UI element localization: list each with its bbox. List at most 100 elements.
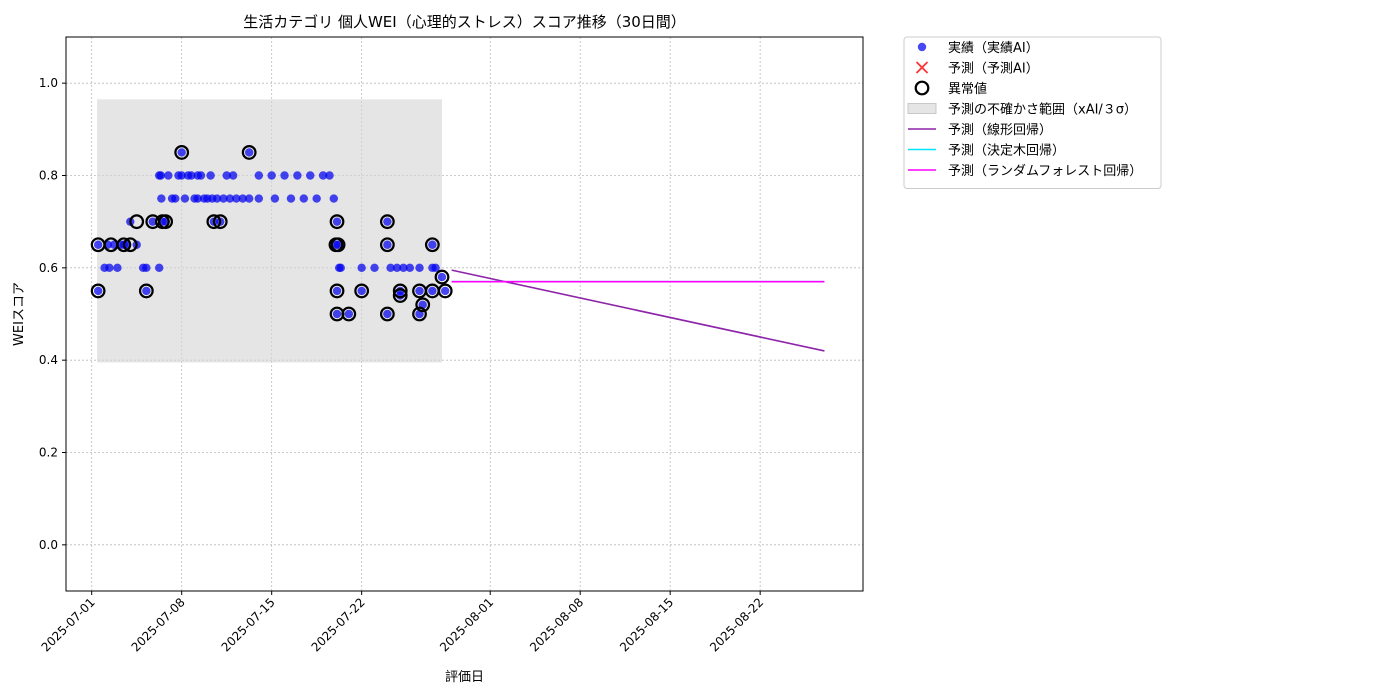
actual-point (437, 272, 447, 282)
legend-label: 予測（予測AI） (948, 62, 1039, 77)
forecast-lines (451, 269, 825, 352)
anomaly-marker (437, 283, 453, 299)
anomaly-marker (379, 214, 395, 230)
actual-point (222, 171, 231, 180)
actual-point (415, 263, 424, 273)
actual-point (392, 263, 402, 273)
actual-point (148, 217, 157, 226)
actual-point (325, 171, 334, 180)
actual-point (415, 286, 424, 296)
anomaly-marker (158, 214, 174, 230)
legend-swatch-actual (917, 42, 927, 52)
actual-point (193, 194, 202, 203)
anomaly-marker (138, 283, 154, 299)
actual-point (428, 240, 437, 249)
x-tick-label: 2025-08-08 (527, 595, 586, 654)
actual-point (177, 148, 186, 157)
x-tick-label: 2025-07-08 (129, 595, 188, 654)
x-tick-label: 2025-07-01 (39, 595, 98, 654)
anomaly-marker (329, 283, 345, 299)
anomaly-marker (174, 145, 190, 160)
anomaly-marker (241, 145, 257, 160)
actual-point (332, 217, 342, 226)
y-tick-label: 0.6 (39, 261, 58, 275)
anomaly-marker (116, 237, 132, 253)
actual-point (332, 286, 342, 296)
anomaly-marker (392, 288, 408, 303)
actual-point (244, 194, 254, 203)
x-tick-label: 2025-07-22 (309, 595, 368, 654)
legend-label: 予測（線形回帰） (948, 122, 1052, 138)
actual-point (156, 171, 166, 180)
actual-point (232, 194, 241, 203)
y-tick-label: 0.4 (39, 353, 58, 367)
actual-point (329, 194, 339, 203)
actual-point (318, 171, 328, 180)
actual-point (306, 171, 315, 180)
actual-point (357, 263, 366, 273)
legend-label: 異常値 (948, 81, 987, 97)
actual-point (431, 263, 440, 273)
actual-point (228, 171, 238, 180)
actual-point (164, 171, 173, 180)
actual-point (332, 309, 342, 319)
actual-point (238, 194, 247, 203)
x-tick-label: 2025-08-15 (617, 595, 676, 654)
x-axis-label: 評価日 (445, 670, 484, 685)
actual-point (357, 286, 366, 296)
anomaly-marker (412, 306, 427, 322)
anomaly-marker (90, 283, 106, 299)
actual-point (399, 263, 408, 273)
x-tick-label: 2025-08-22 (707, 595, 766, 654)
anomaly-marker (329, 214, 345, 230)
anomaly-marker (434, 269, 450, 285)
legend-label: 予測（ランダムフォレスト回帰） (948, 163, 1142, 179)
actual-point (441, 286, 450, 296)
anomaly-markers (90, 145, 453, 322)
actual-point (370, 263, 379, 273)
actual-point (171, 194, 180, 203)
actual-point (105, 263, 114, 273)
actual-point (93, 240, 103, 249)
actual-points (93, 148, 450, 319)
anomaly-marker (424, 237, 440, 253)
chart-title: 生活カテゴリ 個人WEI（心理的ストレス）スコア推移（30日間） (243, 13, 686, 31)
actual-point (206, 171, 215, 180)
legend-label: 実績（実績AI） (948, 40, 1039, 56)
actual-point (177, 171, 186, 180)
actual-point (299, 194, 309, 203)
actual-point (428, 286, 437, 296)
y-tick-label: 0.2 (39, 446, 58, 460)
actual-point (196, 171, 206, 180)
actual-point (267, 171, 276, 180)
anomaly-marker (122, 237, 138, 253)
actual-point (405, 263, 415, 273)
actual-point (93, 286, 103, 296)
anomaly-marker (392, 283, 408, 299)
legend-box (903, 36, 1162, 189)
actual-point (254, 194, 264, 203)
actual-point (142, 286, 151, 296)
legend-swatch-predicted (915, 61, 929, 74)
anomaly-marker (341, 306, 357, 322)
actual-point (383, 217, 392, 226)
actual-point (254, 171, 264, 180)
actual-point (312, 194, 321, 203)
forecast-line (451, 269, 825, 352)
actual-point (270, 194, 280, 203)
y-tick-label: 1.0 (39, 76, 58, 90)
actual-point (225, 194, 235, 203)
anomaly-marker (354, 283, 370, 299)
actual-point (344, 309, 354, 319)
uncertainty-band (97, 99, 443, 363)
actual-point (244, 148, 254, 157)
anomaly-marker (379, 306, 395, 322)
y-tick-label: 0.8 (39, 169, 58, 183)
anomaly-marker (379, 237, 395, 253)
actual-point (113, 263, 122, 273)
y-axis-ticks: 0.0 0.2 0.4 0.6 0.8 1.0 (39, 76, 66, 552)
actual-point (212, 194, 222, 203)
actual-point (386, 263, 395, 273)
